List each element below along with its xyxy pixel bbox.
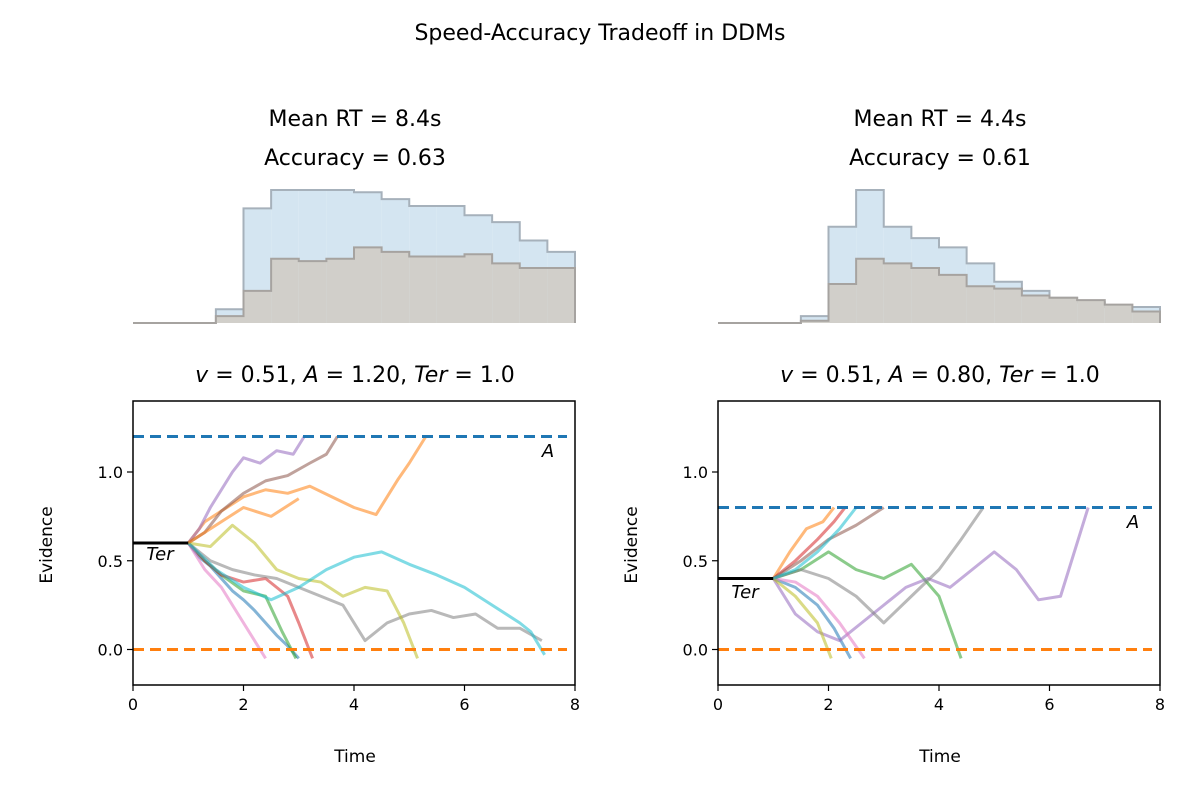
axes-frame (132, 400, 576, 686)
hist-bar (492, 263, 520, 323)
panel-right-A-label: A (1126, 512, 1139, 533)
hist-bar (800, 320, 829, 323)
x-tick-label: 6 (459, 695, 469, 714)
trajectory-line (186, 542, 267, 660)
panel-left-xlabel: Time (333, 747, 376, 767)
hist-bar (354, 247, 382, 323)
panel-right-Ter-label: Ter (731, 582, 760, 603)
trajectory-line (187, 435, 428, 544)
trajectory-line (772, 506, 985, 625)
hist-bar (271, 258, 299, 323)
trajectory-line (773, 577, 866, 660)
hist-outline (133, 189, 576, 324)
trajectory-line (771, 506, 836, 580)
trajectory-line (771, 507, 1090, 643)
hist-outline (718, 257, 1161, 324)
trajectory-line (187, 435, 339, 545)
histogram-right: Mean RT = 4.4s Accuracy = 0.61 (718, 107, 1161, 324)
trajectory-line (772, 577, 833, 659)
x-tick-label: 2 (823, 695, 833, 714)
hist-bar (1104, 304, 1133, 323)
y-tick-label: 1.0 (683, 463, 708, 482)
panel-right-xlabel: Time (918, 747, 961, 767)
panel-left-title: v = 0.51, A = 1.20, Ter = 1.0 (195, 363, 515, 388)
panel-left-A-label: A (541, 441, 554, 462)
y-tick-label: 1.0 (98, 463, 123, 482)
hist-bar (381, 251, 410, 323)
hist-bar (911, 267, 939, 323)
hist-bar (883, 263, 912, 323)
y-tick-label: 0.0 (683, 641, 708, 660)
hist-bar (1132, 311, 1160, 323)
hist-left-title-line2: Accuracy = 0.63 (264, 146, 446, 171)
plot-area (718, 506, 1152, 660)
x-tick-label: 8 (570, 695, 580, 714)
hist-bar (519, 267, 548, 323)
hist-bar (994, 288, 1022, 323)
hist-bar (298, 261, 327, 323)
hist-bar (409, 256, 437, 323)
hist-bar (1077, 300, 1105, 323)
x-tick-label: 0 (128, 695, 138, 714)
hist-bar (215, 316, 244, 323)
hist-right-title-line1: Mean RT = 4.4s (854, 107, 1027, 132)
x-tick-label: 4 (349, 695, 359, 714)
x-tick-label: 4 (934, 695, 944, 714)
y-tick-label: 0.5 (683, 552, 708, 571)
trajectory-line (187, 541, 543, 643)
axes-frame (717, 400, 1161, 686)
figure-title: Speed-Accuracy Tradeoff in DDMs (414, 21, 785, 46)
hist-bar (464, 254, 493, 323)
y-tick-label: 0.0 (98, 641, 123, 660)
hist-bar (800, 316, 829, 323)
trajectory-line (772, 550, 963, 659)
trajectory-line (187, 541, 546, 656)
hist-left-title-line1: Mean RT = 8.4s (269, 107, 442, 132)
hist-bar (436, 256, 465, 323)
x-tick-label: 0 (713, 695, 723, 714)
hist-bar (856, 258, 884, 323)
trajectory-line (772, 506, 885, 580)
hist-right-title-line2: Accuracy = 0.61 (849, 146, 1031, 171)
panel-right-title: v = 0.51, A = 0.80, Ter = 1.0 (780, 363, 1100, 388)
panel-left-Ter-label: Ter (146, 544, 175, 565)
y-tick-label: 0.5 (98, 552, 123, 571)
trajectory-line (187, 497, 300, 545)
panel-left-ylabel: Evidence (37, 506, 57, 583)
x-tick-label: 8 (1155, 695, 1165, 714)
x-tick-label: 6 (1044, 695, 1054, 714)
hist-bar (828, 284, 857, 323)
hist-bar (326, 258, 354, 323)
trajectory-line (772, 506, 847, 580)
trajectory-line (772, 506, 858, 580)
hist-bar (547, 267, 575, 323)
trajectory-panel-left: v = 0.51, A = 1.20, Ter = 1.0 Time Evide… (37, 363, 580, 767)
hist-bar (1049, 297, 1078, 323)
hist-bar (966, 286, 995, 323)
hist-bar (1021, 295, 1050, 323)
hist-outline (133, 246, 576, 324)
histogram-left: Mean RT = 8.4s Accuracy = 0.63 (133, 107, 576, 324)
trajectory-panel-right: v = 0.51, A = 0.80, Ter = 1.0 Time Evide… (622, 363, 1165, 767)
plot-area (133, 435, 567, 660)
x-tick-label: 2 (238, 695, 248, 714)
hist-bar (939, 274, 967, 323)
hist-bar (243, 290, 272, 323)
panel-right-ylabel: Evidence (622, 506, 642, 583)
trajectory-line (187, 435, 306, 544)
trajectory-line (772, 577, 852, 660)
